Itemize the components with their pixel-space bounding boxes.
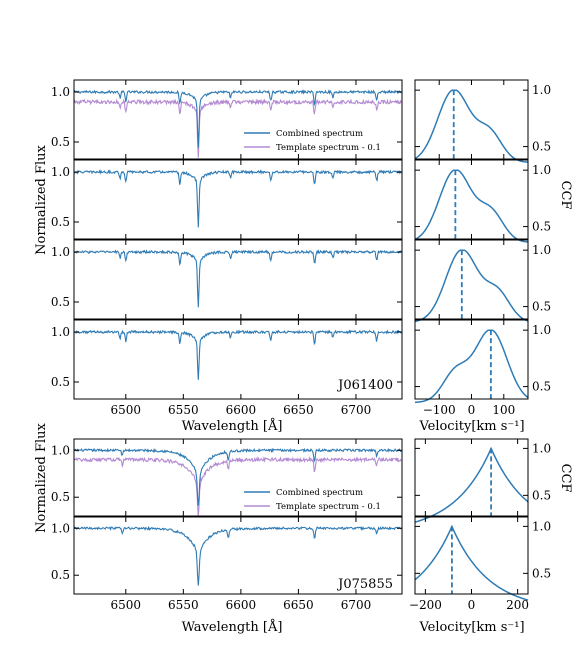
g1-p4-ccf-ytick-label: 1.0 — [532, 323, 551, 337]
legend-1-template-label: Template spectrum - 0.1 — [276, 143, 381, 153]
g1-p1-ccf-ytick-label: 1.0 — [532, 83, 551, 97]
g1-p2-ccf-ytick-label: 1.0 — [532, 163, 551, 177]
ccf-ylabel-2: CCF — [558, 464, 573, 493]
g2-p1-ccf-frame — [414, 438, 529, 517]
g1-p3-spectrum-frame — [73, 239, 403, 320]
g1-p4-ccf-curve — [415, 329, 529, 403]
wavelength-xlabel-2: Wavelength [Å] — [182, 619, 283, 635]
g2-p1-ccf-ytick-label: 0.5 — [532, 488, 551, 502]
g1-p2-combined-spectrum — [73, 169, 402, 228]
g2-p2-ccf-frame — [414, 516, 529, 595]
g2-p2-xtick-label: 6650 — [283, 598, 314, 612]
g1-p4-ccf-xtick-label: 0 — [468, 403, 476, 417]
g2-p1-ccf-ytick-label: 1.0 — [532, 441, 551, 455]
legend-1: Combined spectrum Template spectrum - 0.… — [244, 129, 381, 153]
star-label-2: J075855 — [336, 577, 393, 592]
g1-p1-ytick-label: 1.0 — [51, 85, 70, 99]
legend-2-template-label: Template spectrum - 0.1 — [276, 502, 381, 512]
velocity-xlabel-1: Velocity[km s⁻¹] — [418, 419, 524, 434]
g2-p1-ytick-label: 1.0 — [51, 443, 70, 457]
g1-p4-xtick-label: 6550 — [168, 403, 199, 417]
g2-p1-ccf-curve — [414, 446, 529, 523]
g1-p4-combined-spectrum — [73, 329, 402, 380]
g1-p2-ccf-curve — [414, 169, 528, 243]
ccf-panels: 0.5 1.0 0.5 1.0 0.5 1.0 0.5 1.0 −100 0 100 0.5 1.0 0.… — [409, 79, 551, 612]
velocity-xlabel-2: Velocity[km s⁻¹] — [418, 620, 524, 635]
g2-p1-template-spectrum — [73, 455, 402, 516]
g1-p3-ccf-ytick-label: 1.0 — [532, 243, 551, 257]
g1-p4-ccf-xtick-label: −100 — [423, 403, 456, 417]
g2-p2-spectrum-frame — [73, 516, 403, 595]
legend-2-combined-label: Combined spectrum — [276, 488, 363, 498]
g2-p2-ccf-xtick-label: 200 — [506, 598, 529, 612]
g1-p2-ccf-frame — [414, 159, 529, 240]
g2-p1-combined-spectrum — [73, 447, 402, 506]
flux-ylabel-1: Normalized Flux — [34, 144, 49, 254]
ccf-ylabel-1: CCF — [558, 181, 573, 210]
g1-p4-ccf-xtick-label: 100 — [492, 403, 515, 417]
g2-p2-xtick-label: 6500 — [111, 598, 142, 612]
g1-p4-spectrum-frame — [73, 319, 403, 400]
g1-p2-ytick-label: 1.0 — [51, 165, 70, 179]
g1-p1-template-spectrum — [73, 98, 402, 158]
g1-p1-ytick-label: 0.5 — [51, 135, 70, 149]
g1-p4-ytick-label: 0.5 — [51, 375, 70, 389]
g1-p4-ytick-label: 1.0 — [51, 325, 70, 339]
g1-p4-xtick-label: 6600 — [226, 403, 257, 417]
spectrum-panels: 0.5 1.0 0.5 1.0 0.5 1.0 0.5 1.0 6500 6550 6600 6650… — [51, 79, 403, 612]
g1-p1-combined-spectrum — [73, 89, 402, 148]
g1-p2-ytick-label: 0.5 — [51, 215, 70, 229]
g2-p2-xtick-label: 6700 — [341, 598, 372, 612]
g2-p2-ccf-ytick-label: 0.5 — [532, 566, 551, 580]
legend-2: Combined spectrum Template spectrum - 0.… — [244, 488, 381, 512]
g2-p1-spectrum-frame — [73, 438, 403, 517]
g1-p4-ccf-ytick-label: 0.5 — [532, 380, 551, 394]
legend-1-combined-label: Combined spectrum — [276, 129, 363, 139]
g1-p3-ccf-frame — [414, 239, 529, 320]
g2-p2-ccf-xtick-label: −200 — [409, 598, 442, 612]
g1-p1-ccf-frame — [414, 79, 529, 160]
g2-p1-ytick-label: 0.5 — [51, 490, 70, 504]
g1-p3-ytick-label: 1.0 — [51, 245, 70, 259]
g1-p4-xtick-label: 6700 — [341, 403, 372, 417]
g1-p1-ccf-curve — [414, 89, 528, 163]
star-label-1: J061400 — [336, 378, 393, 393]
g2-p2-combined-spectrum — [73, 525, 402, 586]
g2-p2-ccf-xtick-label: 0 — [468, 598, 476, 612]
g1-p2-spectrum-frame — [73, 159, 403, 240]
flux-ylabel-2: Normalized Flux — [34, 422, 49, 532]
g1-p4-xtick-label: 6650 — [283, 403, 314, 417]
g1-p3-ccf-curve — [414, 249, 529, 323]
g1-p1-spectrum-frame — [73, 79, 403, 160]
g2-p2-xtick-label: 6550 — [168, 598, 199, 612]
g1-p3-combined-spectrum — [73, 249, 402, 308]
wavelength-xlabel-1: Wavelength [Å] — [182, 418, 283, 434]
g1-p4-xtick-label: 6500 — [111, 403, 142, 417]
g2-p2-ccf-ytick-label: 1.0 — [532, 519, 551, 533]
g1-p3-ccf-ytick-label: 0.5 — [532, 300, 551, 314]
g1-p3-ytick-label: 0.5 — [51, 295, 70, 309]
g2-p2-ytick-label: 1.0 — [51, 521, 70, 535]
g1-p4-ccf-frame — [414, 319, 529, 400]
g1-p2-ccf-ytick-label: 0.5 — [532, 220, 551, 234]
g2-p2-ccf-curve — [414, 524, 529, 601]
g2-p2-ytick-label: 0.5 — [51, 568, 70, 582]
g2-p2-xtick-label: 6600 — [226, 598, 257, 612]
g1-p1-ccf-ytick-label: 0.5 — [532, 140, 551, 154]
